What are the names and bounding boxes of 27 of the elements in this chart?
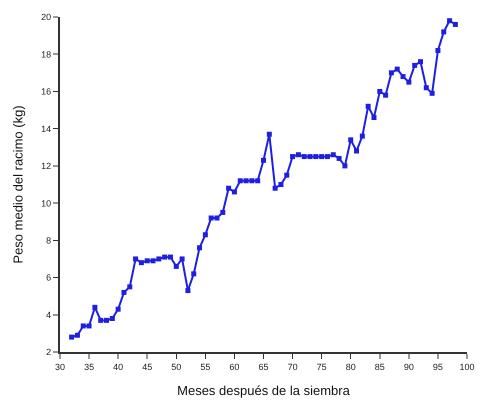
x-tick-label: 40 bbox=[113, 362, 124, 372]
x-tick-label: 35 bbox=[84, 362, 94, 372]
x-tick-label: 55 bbox=[200, 362, 210, 372]
y-tick-label: 20 bbox=[41, 12, 52, 22]
y-tick-label: 16 bbox=[41, 86, 52, 97]
y-tick-label: 18 bbox=[41, 49, 52, 60]
x-tick-label: 30 bbox=[54, 362, 66, 372]
y-tick-label: 8 bbox=[46, 235, 52, 246]
y-tick-label: 10 bbox=[41, 198, 52, 208]
y-tick-label: 4 bbox=[46, 310, 52, 320]
x-tick-label: 60 bbox=[229, 362, 240, 372]
x-tick-label: 100 bbox=[459, 362, 475, 372]
y-tick-label: 6 bbox=[46, 272, 52, 283]
y-tick-label: 2 bbox=[46, 347, 52, 358]
y-axis-title: Peso medio del racimo (kg) bbox=[10, 105, 26, 264]
x-tick-label: 75 bbox=[316, 362, 327, 372]
x-tick-label: 70 bbox=[288, 362, 298, 372]
y-tick-label: 12 bbox=[41, 161, 52, 172]
x-tick-label: 85 bbox=[374, 362, 385, 372]
x-tick-label: 95 bbox=[432, 362, 443, 372]
x-tick-label: 90 bbox=[404, 362, 414, 372]
x-tick-label: 80 bbox=[346, 362, 356, 372]
x-axis-title: Meses después de la siembra bbox=[177, 382, 351, 398]
x-tick-label: 65 bbox=[258, 362, 269, 372]
x-tick-label: 50 bbox=[171, 362, 182, 372]
y-tick-label: 14 bbox=[41, 124, 52, 134]
x-tick-label: 45 bbox=[142, 362, 152, 372]
